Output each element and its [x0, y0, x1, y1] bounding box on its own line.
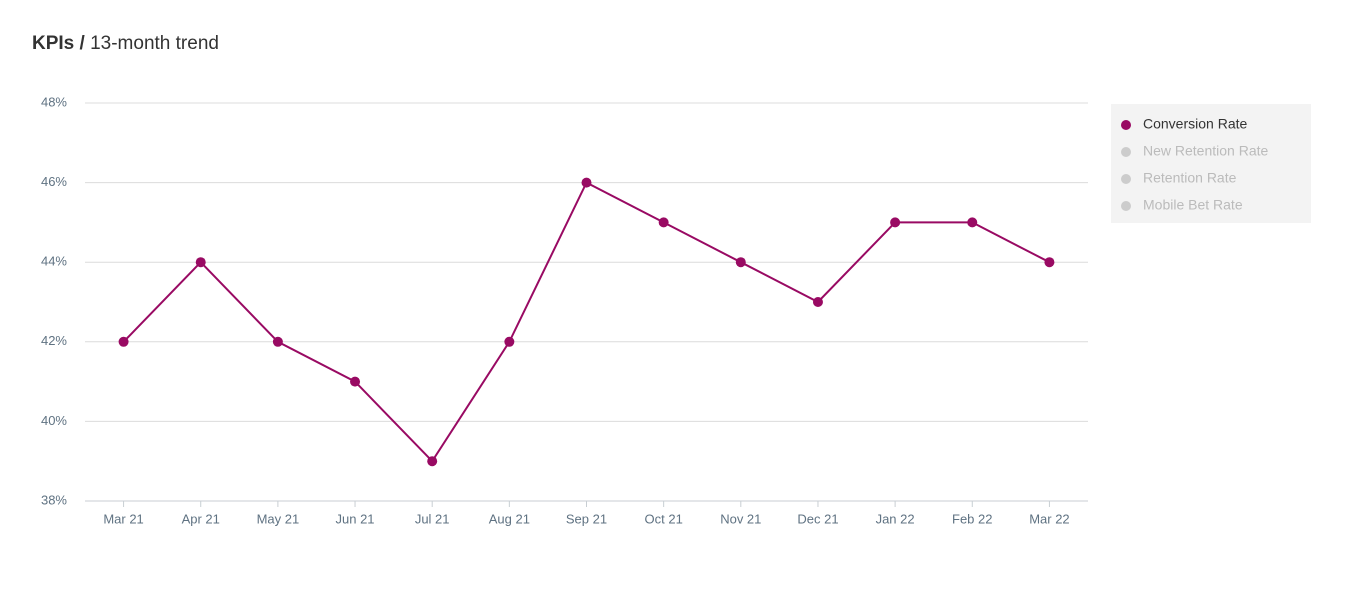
x-tick-label: Jun 21 [336, 511, 375, 526]
legend-label: Retention Rate [1143, 170, 1237, 186]
x-tick-label: Feb 22 [952, 511, 992, 526]
legend-marker [1121, 201, 1131, 211]
title: KPIs / [32, 33, 86, 54]
x-tick-label: Jan 22 [876, 511, 915, 526]
data-point [350, 376, 361, 387]
data-point [195, 257, 206, 268]
series-line [122, 181, 1050, 463]
data-point [812, 297, 823, 307]
y-tick-label: 38% [41, 492, 67, 507]
legend-marker [1121, 120, 1131, 130]
legend-label: Mobile Bet Rate [1143, 197, 1243, 213]
chart-title: KPIs / 13-month trend [32, 33, 219, 54]
x-tick-label: Aug 21 [489, 511, 530, 526]
data-point [118, 336, 129, 347]
y-tick-label: 40% [41, 413, 67, 428]
data-point [735, 257, 746, 268]
legend-marker [1121, 147, 1131, 157]
data-point [504, 336, 515, 347]
data-point [427, 456, 438, 467]
x-tick-label: Sep 21 [566, 511, 607, 526]
y-tick-label: 44% [41, 254, 67, 269]
data-point [890, 217, 901, 228]
data-point [658, 217, 669, 228]
data-point [967, 217, 978, 228]
y-tick-label: 48% [41, 94, 67, 109]
data-point [272, 336, 283, 347]
data-point [581, 177, 592, 188]
legend-label: New Retention Rate [1143, 143, 1269, 159]
x-tick-label: Dec 21 [797, 511, 838, 526]
y-tick-label: 46% [41, 174, 67, 189]
x-tick-label: Oct 21 [645, 511, 683, 526]
legend-label: Conversion Rate [1143, 116, 1247, 132]
x-tick-label: Jul 21 [415, 511, 450, 526]
legend-marker [1121, 174, 1131, 184]
legend: Conversion Rate New Retention Rate Retenti… [1111, 104, 1311, 223]
subtitle: 13-month trend [90, 33, 219, 54]
x-tick-label: Nov 21 [720, 511, 761, 526]
data-point [1044, 257, 1055, 268]
x-tick-label: Mar 22 [1029, 511, 1069, 526]
x-tick-label: Apr 21 [182, 511, 220, 526]
legend-box [1111, 104, 1311, 223]
x-tick-label: May 21 [257, 511, 300, 526]
x-tick-label: Mar 21 [103, 511, 143, 526]
y-tick-label: 42% [41, 333, 67, 348]
